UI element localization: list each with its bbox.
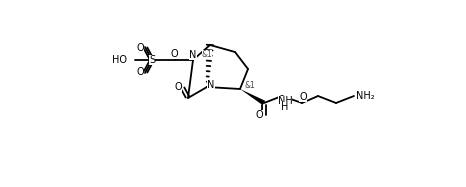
Text: HO: HO xyxy=(112,55,127,65)
Text: NH₂: NH₂ xyxy=(356,91,374,101)
Text: N: N xyxy=(189,50,197,60)
Text: &1: &1 xyxy=(245,80,255,90)
Text: NH: NH xyxy=(278,96,292,106)
Text: N: N xyxy=(207,80,215,90)
Text: O: O xyxy=(136,67,144,77)
Text: O: O xyxy=(136,43,144,53)
Text: &1: &1 xyxy=(202,50,212,59)
Polygon shape xyxy=(240,89,265,105)
Text: S: S xyxy=(149,55,155,65)
Text: O: O xyxy=(170,49,178,59)
Text: O: O xyxy=(255,110,263,120)
Text: O: O xyxy=(299,92,307,102)
Text: H: H xyxy=(281,102,289,112)
Text: O: O xyxy=(174,82,182,92)
